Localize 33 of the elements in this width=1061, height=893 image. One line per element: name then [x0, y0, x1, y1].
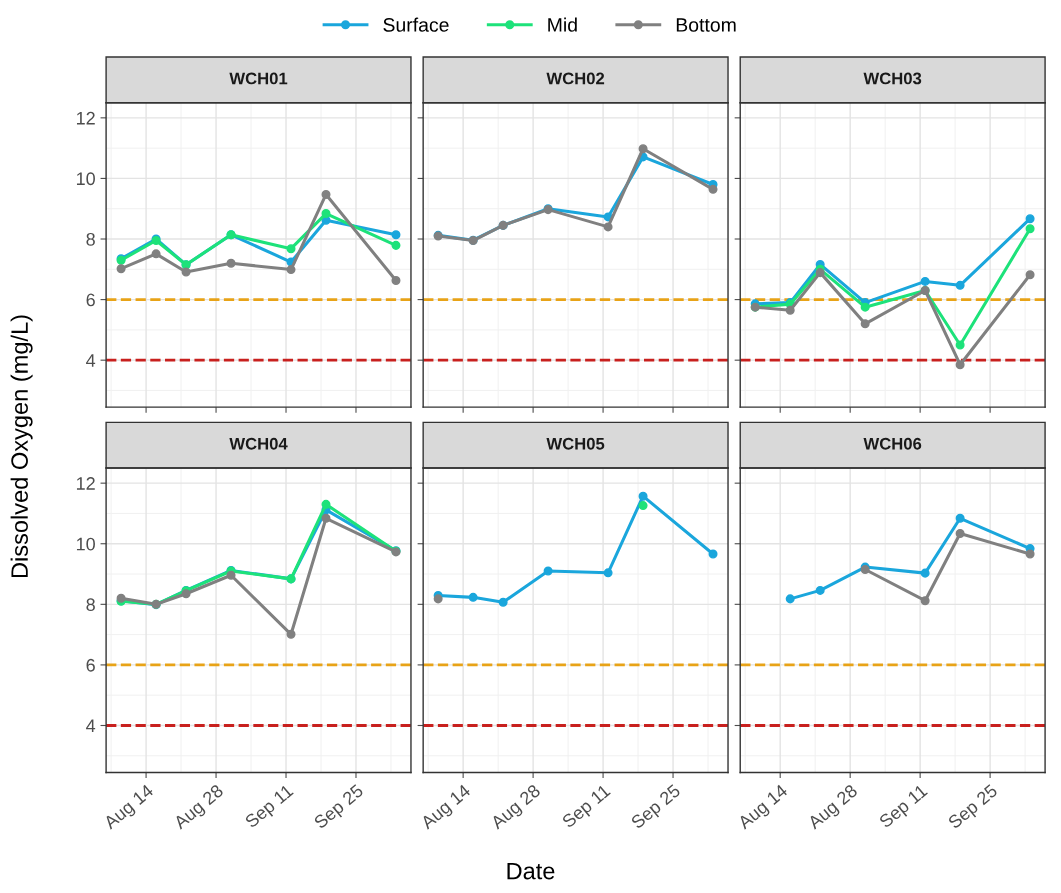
chart-title: WCH05 — [546, 437, 605, 450]
legend-label: Bottom — [676, 18, 736, 32]
legend-label: Mid — [548, 17, 577, 32]
x-tick-label: Sep 11 — [561, 783, 614, 832]
chart-title: WCH06 — [863, 437, 922, 450]
y-tick-label: 10 — [76, 537, 95, 551]
x-tick-label: Sep 11 — [878, 783, 931, 832]
y-tick-label: 8 — [86, 232, 95, 246]
y-tick-label: 8 — [86, 598, 95, 612]
y-tick-label: 12 — [76, 111, 95, 125]
x-tick-label: Aug 14 — [736, 783, 791, 833]
x-tick-label: Aug 28 — [172, 783, 227, 833]
y-tick-label: 6 — [86, 658, 95, 672]
legend-label: Surface — [383, 17, 449, 32]
x-tick-label: Sep 25 — [947, 783, 1001, 833]
y-tick-label: 12 — [76, 477, 95, 490]
x-tick-label: Sep 25 — [313, 783, 367, 833]
chart-title: WCH02 — [546, 72, 605, 85]
chart-title: WCH03 — [863, 72, 922, 85]
y-tick-label: 6 — [86, 293, 95, 307]
chart-title: WCH04 — [229, 437, 288, 450]
x-axis-title: Date — [507, 862, 555, 880]
y-axis-title: Dissolved Oxygen (mg/L) — [10, 315, 33, 578]
x-tick-label: Aug 14 — [102, 783, 157, 833]
x-tick-label: Sep 11 — [244, 783, 297, 832]
x-tick-label: Aug 28 — [489, 783, 544, 833]
y-tick-label: 10 — [76, 172, 95, 186]
y-tick-label: 4 — [86, 719, 96, 733]
x-tick-label: Aug 28 — [806, 783, 861, 833]
chart-title: WCH01 — [229, 72, 288, 85]
y-tick-label: 4 — [86, 354, 96, 367]
x-tick-label: Aug 14 — [419, 783, 474, 833]
x-tick-label: Sep 25 — [630, 783, 684, 833]
